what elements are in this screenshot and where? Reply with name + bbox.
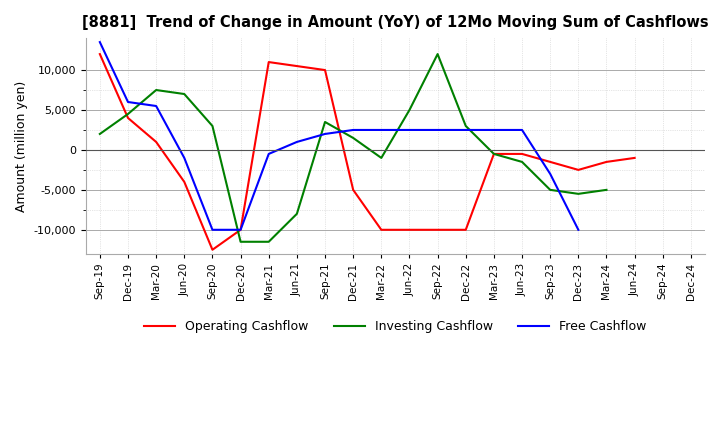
Operating Cashflow bbox=[377, 227, 386, 232]
Line: Free Cashflow: Free Cashflow bbox=[100, 42, 578, 230]
Operating Cashflow bbox=[236, 227, 245, 232]
Investing Cashflow bbox=[264, 239, 273, 244]
Investing Cashflow bbox=[377, 155, 386, 161]
Investing Cashflow bbox=[602, 187, 611, 192]
Operating Cashflow bbox=[180, 179, 189, 184]
Free Cashflow bbox=[490, 127, 498, 132]
Free Cashflow bbox=[462, 127, 470, 132]
Investing Cashflow bbox=[405, 107, 414, 113]
Investing Cashflow bbox=[320, 119, 329, 125]
Free Cashflow bbox=[152, 103, 161, 109]
Line: Investing Cashflow: Investing Cashflow bbox=[100, 54, 606, 242]
Free Cashflow bbox=[433, 127, 442, 132]
Operating Cashflow bbox=[490, 151, 498, 157]
Title: [8881]  Trend of Change in Amount (YoY) of 12Mo Moving Sum of Cashflows: [8881] Trend of Change in Amount (YoY) o… bbox=[82, 15, 708, 30]
Operating Cashflow bbox=[152, 139, 161, 145]
Free Cashflow bbox=[405, 127, 414, 132]
Free Cashflow bbox=[96, 40, 104, 45]
Operating Cashflow bbox=[96, 51, 104, 57]
Free Cashflow bbox=[377, 127, 386, 132]
Free Cashflow bbox=[320, 131, 329, 136]
Operating Cashflow bbox=[208, 247, 217, 253]
Y-axis label: Amount (million yen): Amount (million yen) bbox=[15, 81, 28, 212]
Free Cashflow bbox=[292, 139, 301, 145]
Investing Cashflow bbox=[490, 151, 498, 157]
Operating Cashflow bbox=[433, 227, 442, 232]
Legend: Operating Cashflow, Investing Cashflow, Free Cashflow: Operating Cashflow, Investing Cashflow, … bbox=[139, 315, 652, 338]
Operating Cashflow bbox=[320, 67, 329, 73]
Investing Cashflow bbox=[180, 92, 189, 97]
Operating Cashflow bbox=[124, 115, 132, 121]
Free Cashflow bbox=[574, 227, 582, 232]
Free Cashflow bbox=[180, 155, 189, 161]
Operating Cashflow bbox=[264, 59, 273, 65]
Free Cashflow bbox=[518, 127, 526, 132]
Free Cashflow bbox=[546, 171, 554, 176]
Investing Cashflow bbox=[236, 239, 245, 244]
Investing Cashflow bbox=[124, 111, 132, 117]
Investing Cashflow bbox=[96, 131, 104, 136]
Free Cashflow bbox=[124, 99, 132, 105]
Line: Operating Cashflow: Operating Cashflow bbox=[100, 54, 634, 250]
Investing Cashflow bbox=[152, 88, 161, 93]
Operating Cashflow bbox=[292, 63, 301, 69]
Operating Cashflow bbox=[546, 159, 554, 165]
Operating Cashflow bbox=[349, 187, 358, 192]
Investing Cashflow bbox=[208, 123, 217, 128]
Investing Cashflow bbox=[518, 159, 526, 165]
Operating Cashflow bbox=[462, 227, 470, 232]
Operating Cashflow bbox=[405, 227, 414, 232]
Investing Cashflow bbox=[349, 136, 358, 141]
Free Cashflow bbox=[264, 151, 273, 157]
Operating Cashflow bbox=[574, 167, 582, 172]
Investing Cashflow bbox=[433, 51, 442, 57]
Operating Cashflow bbox=[602, 159, 611, 165]
Free Cashflow bbox=[208, 227, 217, 232]
Operating Cashflow bbox=[518, 151, 526, 157]
Free Cashflow bbox=[236, 227, 245, 232]
Investing Cashflow bbox=[292, 211, 301, 216]
Investing Cashflow bbox=[546, 187, 554, 192]
Operating Cashflow bbox=[630, 155, 639, 161]
Investing Cashflow bbox=[462, 123, 470, 128]
Free Cashflow bbox=[349, 127, 358, 132]
Investing Cashflow bbox=[574, 191, 582, 197]
